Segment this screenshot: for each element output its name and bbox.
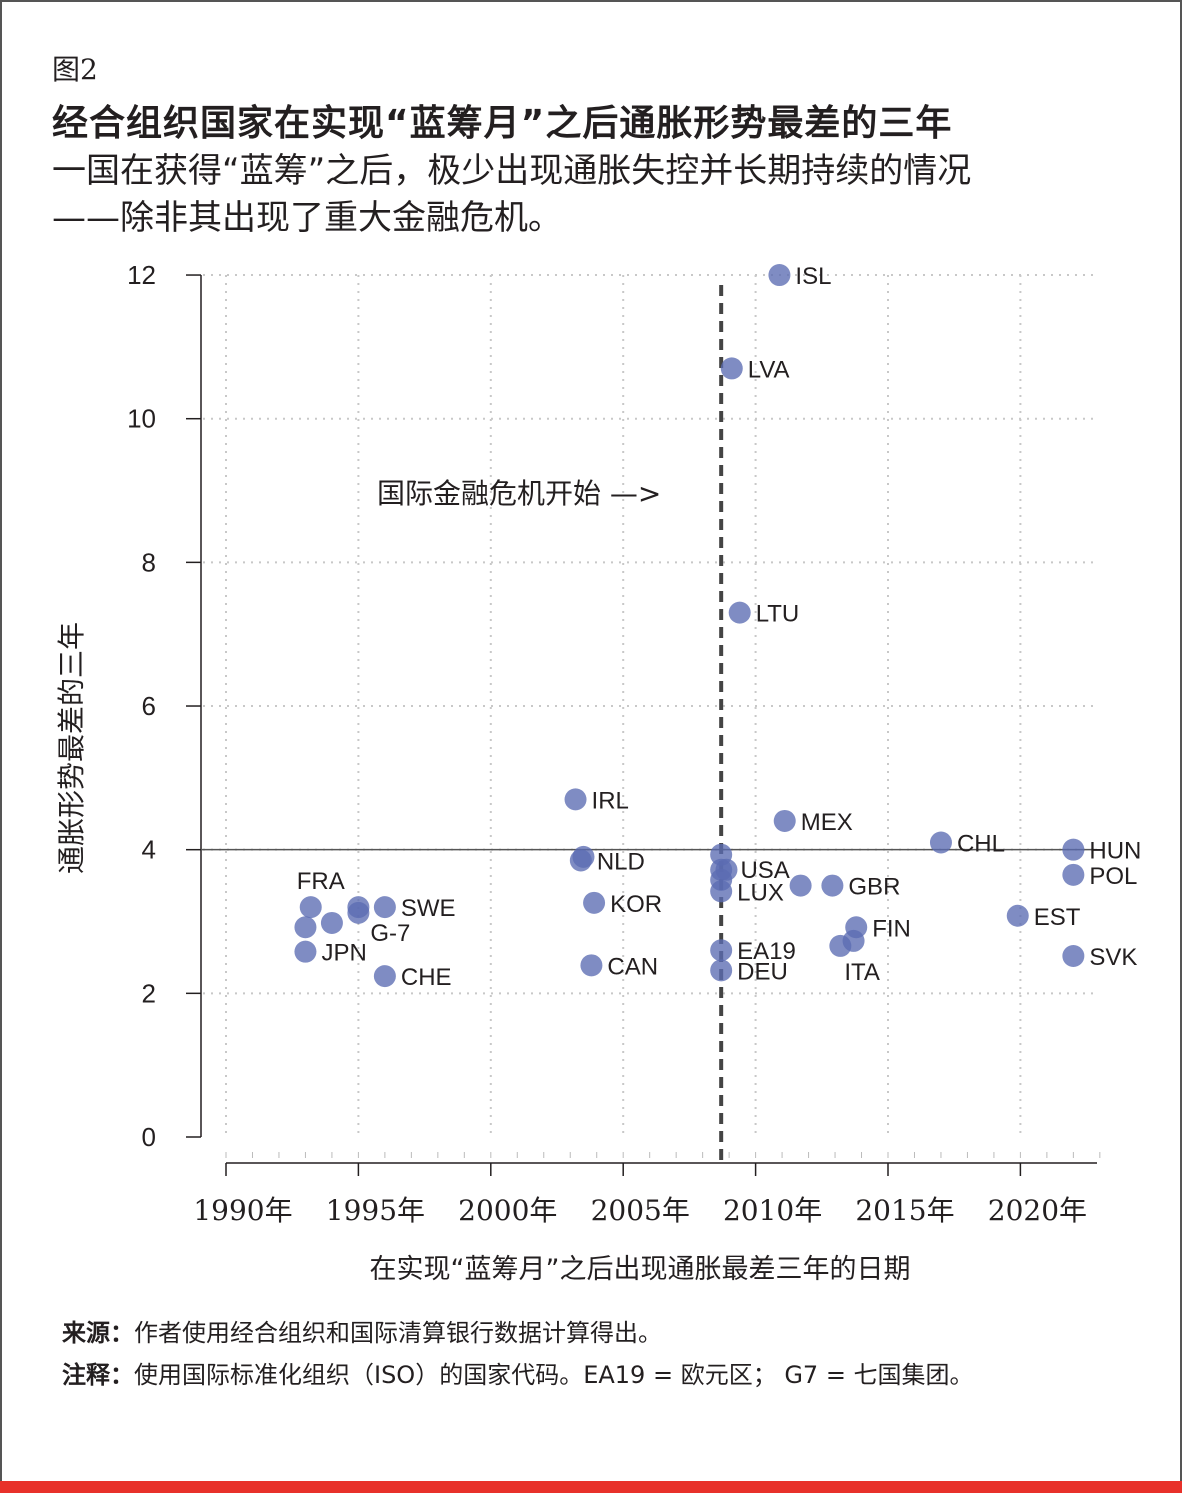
- point-label-nld: NLD: [597, 848, 645, 875]
- x-tick-label: 2015年: [855, 1194, 954, 1227]
- source-text: 作者使用经合组织和国际清算银行数据计算得出。: [134, 1319, 662, 1347]
- x-tick-label: 1995年: [326, 1194, 425, 1227]
- point-label-lux: LUX: [737, 879, 784, 906]
- point-label-fra: FRA: [297, 868, 345, 895]
- data-point: [580, 954, 603, 977]
- y-tick-label: 12: [127, 260, 156, 290]
- data-point: [710, 880, 733, 903]
- point-label-g-7: G-7: [370, 920, 410, 947]
- chart-title: 经合组织国家在实现“蓝筹月”之后通胀形势最差的三年: [52, 103, 953, 144]
- y-tick-label: 0: [142, 1122, 156, 1152]
- point-label-pol: POL: [1089, 863, 1137, 890]
- data-point: [347, 901, 370, 924]
- point-label-che: CHE: [401, 964, 452, 991]
- data-point: [1062, 838, 1085, 861]
- y-tick-label: 2: [142, 978, 156, 1008]
- data-point: [720, 357, 743, 380]
- data-point: [294, 916, 317, 939]
- accent-bar: [0, 1481, 1182, 1493]
- point-label-usa: USA: [740, 857, 789, 884]
- x-tick-label: 2005年: [591, 1194, 690, 1227]
- point-label-mex: MEX: [801, 809, 853, 836]
- data-point: [821, 874, 844, 897]
- data-point: [373, 965, 396, 988]
- data-point: [929, 831, 952, 854]
- point-label-ita: ITA: [844, 959, 880, 986]
- data-point: [768, 264, 791, 287]
- x-tick-label: 1990年: [193, 1194, 292, 1227]
- data-point: [299, 896, 322, 919]
- data-point: [1062, 863, 1085, 886]
- note-label: 注释：: [62, 1361, 134, 1389]
- note-text: 使用国际标准化组织（ISO）的国家代码。EA19 = 欧元区； G7 = 七国集…: [134, 1361, 974, 1389]
- data-point: [710, 939, 733, 962]
- x-tick-label: 2010年: [723, 1194, 822, 1227]
- data-point: [773, 809, 796, 832]
- data-point: [583, 891, 606, 914]
- point-label-chl: CHL: [957, 830, 1005, 857]
- x-tick-label: 2020年: [988, 1194, 1087, 1227]
- data-point: [1062, 944, 1085, 967]
- point-label-hun: HUN: [1089, 838, 1141, 865]
- y-tick-label: 6: [142, 691, 156, 721]
- data-point: [728, 601, 751, 624]
- y-tick-label: 10: [127, 404, 156, 434]
- data-point: [1006, 904, 1029, 927]
- chart-subtitle-line1: 一国在获得“蓝筹”之后，极少出现通胀失控并长期持续的情况: [52, 151, 972, 191]
- data-point: [564, 788, 587, 811]
- crisis-annotation: 国际金融危机开始 —>: [377, 477, 661, 510]
- data-point: [789, 874, 812, 897]
- point-label-ltu: LTU: [756, 601, 800, 628]
- point-label-deu: DEU: [737, 958, 788, 985]
- data-point: [294, 940, 317, 963]
- point-label-fin: FIN: [872, 915, 911, 942]
- point-label-ea19: EA19: [737, 938, 796, 965]
- point-label-jpn: JPN: [321, 940, 366, 967]
- data-point: [320, 911, 343, 934]
- point-label-est: EST: [1034, 904, 1081, 931]
- chart-subtitle-line2: ——除非其出现了重大金融危机。: [52, 198, 562, 238]
- data-point: [373, 896, 396, 919]
- figure-label: 图2: [52, 53, 98, 86]
- point-label-can: CAN: [607, 953, 658, 980]
- y-tick-label: 8: [142, 547, 156, 577]
- data-point: [572, 845, 595, 868]
- point-label-svk: SVK: [1089, 944, 1137, 971]
- footnote: 注释：使用国际标准化组织（ISO）的国家代码。EA19 = 欧元区； G7 = …: [62, 1355, 974, 1390]
- point-label-isl: ISL: [795, 263, 831, 290]
- source-label: 来源：: [62, 1319, 134, 1347]
- data-point: [829, 934, 852, 957]
- point-label-lva: LVA: [748, 356, 790, 383]
- data-point: [710, 959, 733, 982]
- x-tick-label: 2000年: [458, 1194, 557, 1227]
- point-label-swe: SWE: [401, 895, 456, 922]
- y-tick-label: 4: [142, 835, 156, 865]
- point-label-irl: IRL: [592, 787, 629, 814]
- x-axis-label: 在实现“蓝筹月”之后出现通胀最差三年的日期: [369, 1254, 911, 1285]
- point-label-gbr: GBR: [848, 874, 900, 901]
- source-note: 来源：作者使用经合组织和国际清算银行数据计算得出。: [62, 1313, 662, 1348]
- point-label-kor: KOR: [610, 891, 662, 918]
